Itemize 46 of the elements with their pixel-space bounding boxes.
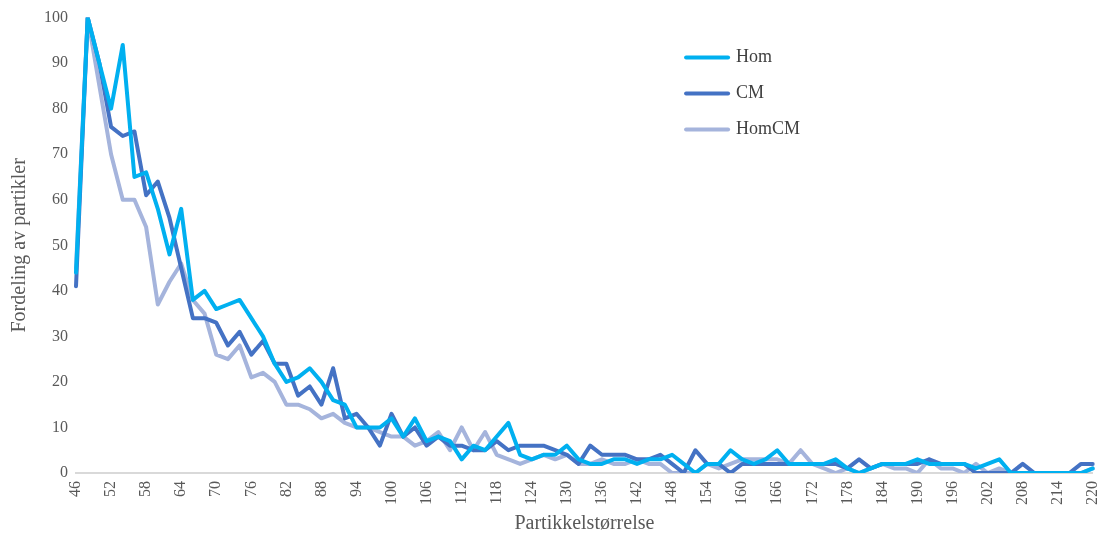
y-tick-label: 50 bbox=[52, 235, 68, 253]
x-tick-label: 100 bbox=[381, 481, 399, 505]
x-tick-label: 190 bbox=[907, 481, 925, 505]
x-tick-label: 52 bbox=[101, 481, 119, 497]
y-tick-label: 70 bbox=[52, 144, 68, 162]
y-tick-label: 20 bbox=[52, 372, 68, 390]
x-tick-label: 76 bbox=[241, 481, 259, 497]
x-tick-label: 88 bbox=[311, 481, 329, 497]
x-tick-label: 58 bbox=[136, 481, 154, 497]
y-tick-label: 80 bbox=[52, 98, 68, 116]
legend-label: CM bbox=[736, 82, 765, 103]
x-tick-label: 214 bbox=[1047, 481, 1065, 505]
x-tick-label: 202 bbox=[977, 481, 995, 505]
legend-label: HomCM bbox=[736, 118, 801, 139]
x-tick-label: 106 bbox=[416, 481, 434, 505]
x-tick-label: 178 bbox=[837, 481, 855, 505]
y-tick-label: 90 bbox=[52, 53, 68, 71]
x-tick-label: 154 bbox=[697, 481, 715, 505]
y-axis-title: Fordeling av partikler bbox=[7, 157, 31, 333]
x-tick-label: 196 bbox=[942, 481, 960, 505]
x-tick-label: 172 bbox=[802, 481, 820, 505]
x-tick-label: 118 bbox=[486, 481, 504, 505]
x-tick-label: 70 bbox=[206, 481, 224, 497]
y-tick-label: 40 bbox=[52, 281, 68, 299]
x-tick-label: 136 bbox=[592, 481, 610, 505]
x-tick-label: 64 bbox=[171, 481, 189, 497]
x-tick-label: 208 bbox=[1012, 481, 1030, 505]
x-axis-title: Partikkelstørrelse bbox=[514, 511, 655, 534]
x-tick-label: 94 bbox=[346, 481, 364, 497]
x-tick-label: 220 bbox=[1083, 481, 1100, 505]
y-tick-label: 30 bbox=[52, 326, 68, 344]
y-tick-label: 0 bbox=[60, 463, 68, 481]
x-tick-label: 46 bbox=[66, 481, 84, 497]
x-tick-label: 148 bbox=[662, 481, 680, 505]
x-tick-label: 130 bbox=[557, 481, 575, 505]
x-tick-label: 82 bbox=[276, 481, 294, 497]
x-tick-label: 112 bbox=[451, 481, 469, 505]
legend-label: Hom bbox=[736, 46, 773, 67]
y-tick-label: 100 bbox=[44, 7, 68, 25]
x-tick-label: 160 bbox=[732, 481, 750, 505]
x-tick-label: 124 bbox=[522, 481, 540, 505]
y-tick-label: 60 bbox=[52, 189, 68, 207]
x-tick-label: 184 bbox=[872, 481, 890, 505]
x-tick-label: 166 bbox=[767, 481, 785, 505]
y-tick-label: 10 bbox=[52, 417, 68, 435]
x-tick-label: 142 bbox=[627, 481, 645, 505]
